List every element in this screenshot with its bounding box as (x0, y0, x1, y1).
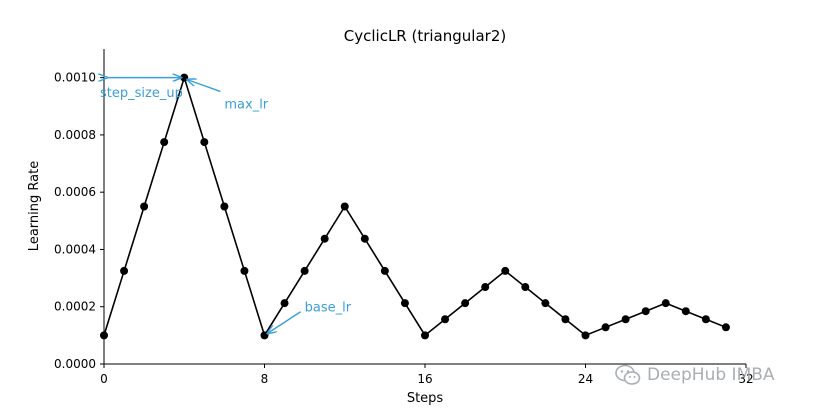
base-lr-arrow (268, 311, 302, 334)
data-point (641, 307, 650, 316)
data-point (220, 202, 229, 211)
max-lr-arrow (187, 80, 221, 93)
data-point (461, 299, 470, 308)
data-point (280, 299, 289, 308)
data-point (541, 299, 550, 308)
series-line (103, 74, 727, 338)
data-point (240, 266, 249, 275)
y-tick-label: 0.0000 (54, 357, 96, 371)
data-point (721, 323, 730, 332)
y-tick-label: 0.0006 (54, 185, 96, 199)
x-tick-label: 24 (578, 372, 593, 386)
data-point (160, 138, 169, 147)
data-point (320, 234, 329, 243)
x-tick-label: 0 (100, 372, 108, 386)
y-tick-label: 0.0008 (54, 128, 96, 142)
step-size-label: step_size_up (100, 86, 183, 101)
y-tick-label: 0.0010 (54, 71, 96, 85)
data-point (360, 234, 369, 243)
data-point (481, 283, 490, 292)
data-point (661, 299, 670, 308)
x-axis-title: Steps (407, 391, 444, 406)
data-point (581, 331, 590, 340)
y-tick-label: 0.0004 (54, 242, 96, 256)
data-point (140, 202, 149, 211)
series-group (100, 73, 730, 340)
axis-ticks: 0 8 16 24 32 0.0000 0.0002 0.0004 0.0006 0.0008 0.… (54, 71, 754, 386)
data-point (701, 315, 710, 324)
x-tick-label: 32 (738, 372, 753, 386)
data-point (441, 315, 450, 324)
data-point (400, 299, 409, 308)
data-point (260, 331, 269, 340)
max-lr-label: max_lr (224, 97, 268, 112)
data-point (601, 323, 610, 332)
data-point (180, 73, 189, 82)
base-lr-label: base_lr (305, 301, 352, 316)
y-axis-title: Learning Rate (27, 161, 42, 251)
data-point (120, 266, 129, 275)
watermark: DeepHub IMBA (615, 364, 775, 386)
data-point (421, 331, 429, 340)
data-point (521, 283, 530, 292)
axes (103, 49, 746, 365)
data-point (100, 331, 108, 340)
data-point (300, 266, 309, 275)
wechat-icon (615, 364, 641, 385)
data-point (200, 138, 209, 147)
data-point (501, 266, 510, 275)
data-point (561, 315, 570, 324)
data-point (621, 315, 630, 324)
annotations: step_size_up max_lr base_lr (100, 78, 352, 334)
x-tick-label: 16 (417, 372, 432, 386)
y-tick-label: 0.0002 (54, 300, 96, 314)
watermark-text: DeepHub IMBA (647, 365, 775, 385)
data-point (681, 307, 690, 316)
data-point (380, 266, 389, 275)
x-tick-label: 8 (261, 372, 269, 386)
data-point (340, 202, 349, 211)
chart-title: CyclicLR (triangular2) (344, 27, 506, 45)
